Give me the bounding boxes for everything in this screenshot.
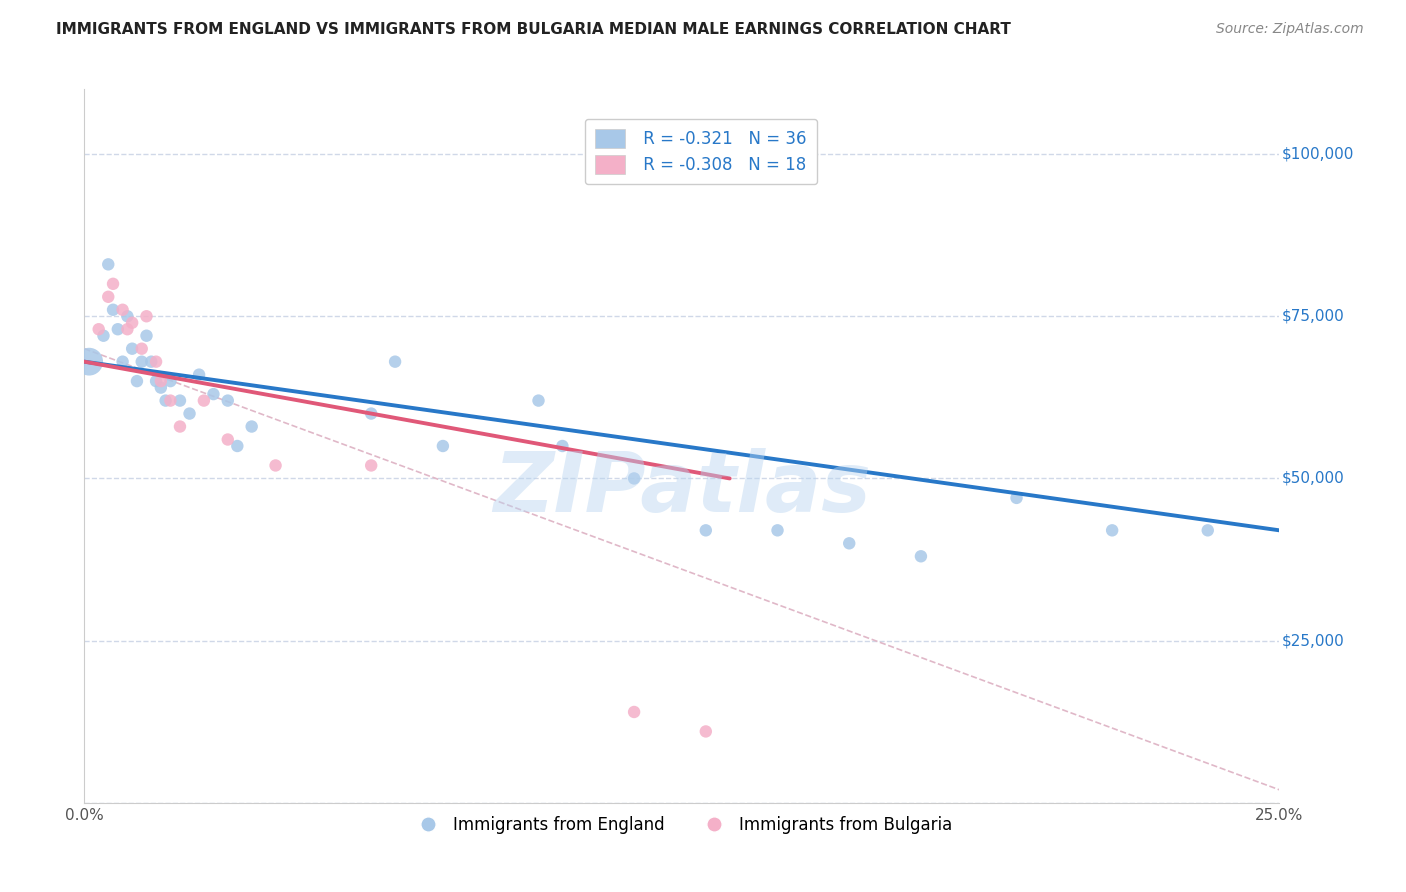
Point <box>149 381 172 395</box>
Point <box>131 342 153 356</box>
Point <box>131 354 153 368</box>
Point <box>149 374 172 388</box>
Point <box>910 549 932 564</box>
Point <box>169 419 191 434</box>
Point <box>384 354 406 368</box>
Point <box>111 302 134 317</box>
Point <box>1197 524 1219 538</box>
Point <box>117 310 139 324</box>
Point <box>360 407 382 421</box>
Point <box>93 328 115 343</box>
Legend: Immigrants from England, Immigrants from Bulgaria: Immigrants from England, Immigrants from… <box>405 810 959 841</box>
Text: $25,000: $25,000 <box>1282 633 1344 648</box>
Point <box>838 536 860 550</box>
Point <box>623 471 645 485</box>
Point <box>117 322 139 336</box>
Point <box>766 524 789 538</box>
Point <box>179 407 201 421</box>
Point <box>226 439 249 453</box>
Text: Source: ZipAtlas.com: Source: ZipAtlas.com <box>1216 22 1364 37</box>
Point <box>125 374 148 388</box>
Point <box>159 374 181 388</box>
Text: $50,000: $50,000 <box>1282 471 1344 486</box>
Point <box>202 387 225 401</box>
Point <box>169 393 191 408</box>
Point <box>264 458 287 473</box>
Point <box>155 393 177 408</box>
Point <box>695 524 717 538</box>
Point <box>217 393 239 408</box>
Point <box>360 458 382 473</box>
Text: $75,000: $75,000 <box>1282 309 1344 324</box>
Point <box>1005 491 1028 505</box>
Point <box>432 439 454 453</box>
Point <box>623 705 645 719</box>
Point <box>107 322 129 336</box>
Point <box>527 393 550 408</box>
Point <box>141 354 163 368</box>
Point <box>101 302 124 317</box>
Point <box>121 316 143 330</box>
Point <box>188 368 211 382</box>
Point <box>97 257 120 271</box>
Point <box>77 354 100 368</box>
Point <box>121 342 143 356</box>
Point <box>87 322 110 336</box>
Text: IMMIGRANTS FROM ENGLAND VS IMMIGRANTS FROM BULGARIA MEDIAN MALE EARNINGS CORRELA: IMMIGRANTS FROM ENGLAND VS IMMIGRANTS FR… <box>56 22 1011 37</box>
Point <box>695 724 717 739</box>
Point <box>193 393 215 408</box>
Text: ZIPatlas: ZIPatlas <box>494 449 870 529</box>
Point <box>145 374 167 388</box>
Point <box>240 419 263 434</box>
Point <box>159 393 181 408</box>
Point <box>145 354 167 368</box>
Text: $100,000: $100,000 <box>1282 146 1354 161</box>
Point <box>551 439 574 453</box>
Point <box>1101 524 1123 538</box>
Point <box>97 290 120 304</box>
Point <box>135 310 157 324</box>
Point <box>111 354 134 368</box>
Point <box>101 277 124 291</box>
Point <box>135 328 157 343</box>
Point <box>217 433 239 447</box>
